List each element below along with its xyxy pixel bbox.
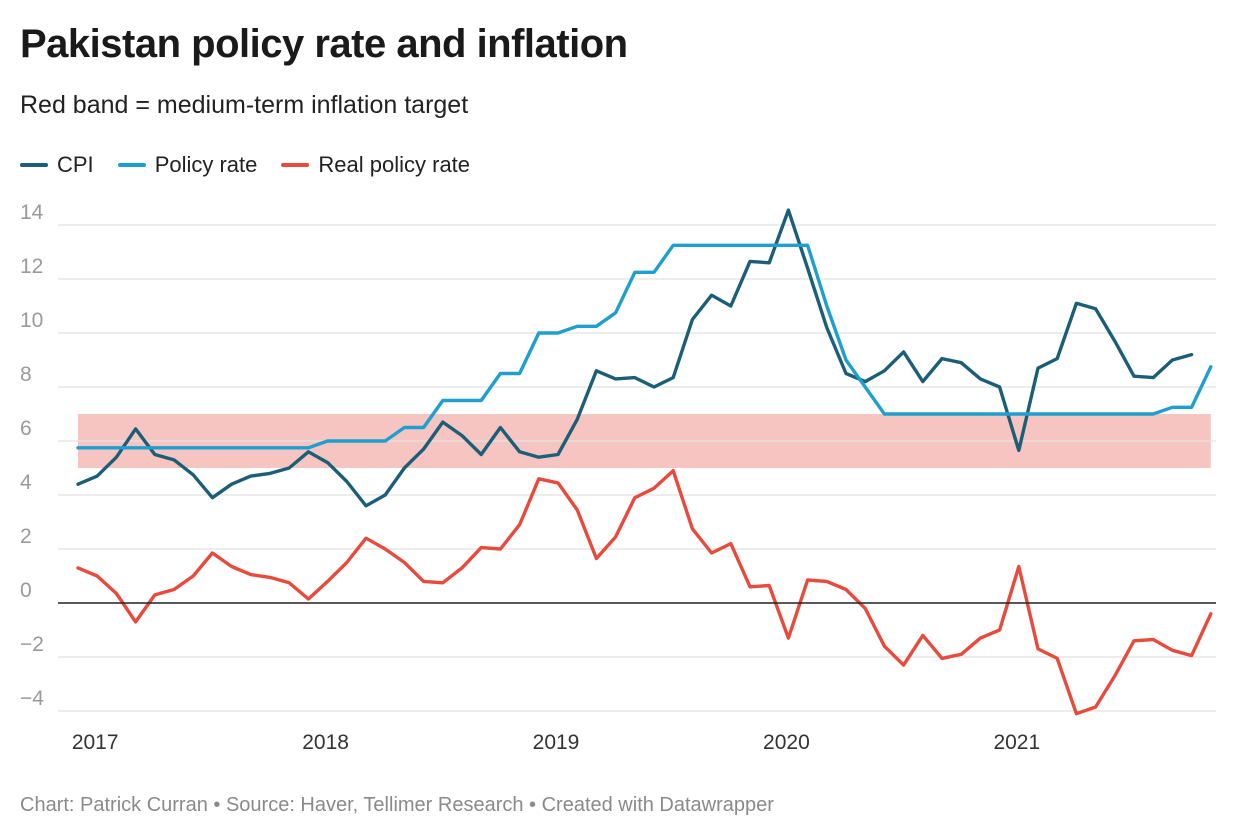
- legend-item-policy-rate[interactable]: Policy rate: [117, 152, 258, 178]
- series-line-policy-rate: [76, 243, 1213, 450]
- series-line-real-policy-rate: [76, 469, 1213, 716]
- y-tick-label: 4: [20, 471, 32, 494]
- y-tick-label: 0: [20, 579, 32, 602]
- y-tick-label: 10: [20, 309, 43, 332]
- legend-swatch-cpi: [20, 163, 48, 167]
- x-tick-label: 2020: [763, 731, 810, 754]
- y-tick-label: 2: [20, 525, 32, 548]
- x-tick-label: 2017: [72, 731, 119, 754]
- legend: CPI Policy rate Real policy rate: [20, 152, 494, 178]
- legend-label-real-policy-rate: Real policy rate: [318, 152, 471, 177]
- legend-item-real-policy-rate[interactable]: Real policy rate: [281, 152, 470, 178]
- x-tick-label: 2021: [993, 731, 1040, 754]
- y-tick-label: 14: [20, 201, 44, 224]
- legend-swatch-policy-rate: [117, 163, 146, 167]
- y-tick-label: 12: [20, 255, 43, 278]
- x-tick-label: 2019: [533, 731, 580, 754]
- y-tick-label: −4: [20, 687, 44, 710]
- chart-title: Pakistan policy rate and inflation: [20, 22, 628, 66]
- chart-footer: Chart: Patrick Curran • Source: Haver, T…: [20, 794, 774, 816]
- y-tick-label: −2: [20, 633, 44, 656]
- series-line-cpi: [76, 208, 1194, 508]
- chart-subtitle: Red band = medium-term inflation target: [20, 91, 469, 119]
- y-tick-label: 6: [20, 417, 32, 440]
- legend-swatch-real-policy-rate: [281, 163, 310, 167]
- x-tick-label: 2018: [302, 731, 349, 754]
- legend-label-cpi: CPI: [57, 152, 94, 177]
- y-tick-label: 8: [20, 363, 32, 386]
- legend-item-cpi[interactable]: CPI: [20, 152, 94, 178]
- legend-label-policy-rate: Policy rate: [154, 152, 258, 177]
